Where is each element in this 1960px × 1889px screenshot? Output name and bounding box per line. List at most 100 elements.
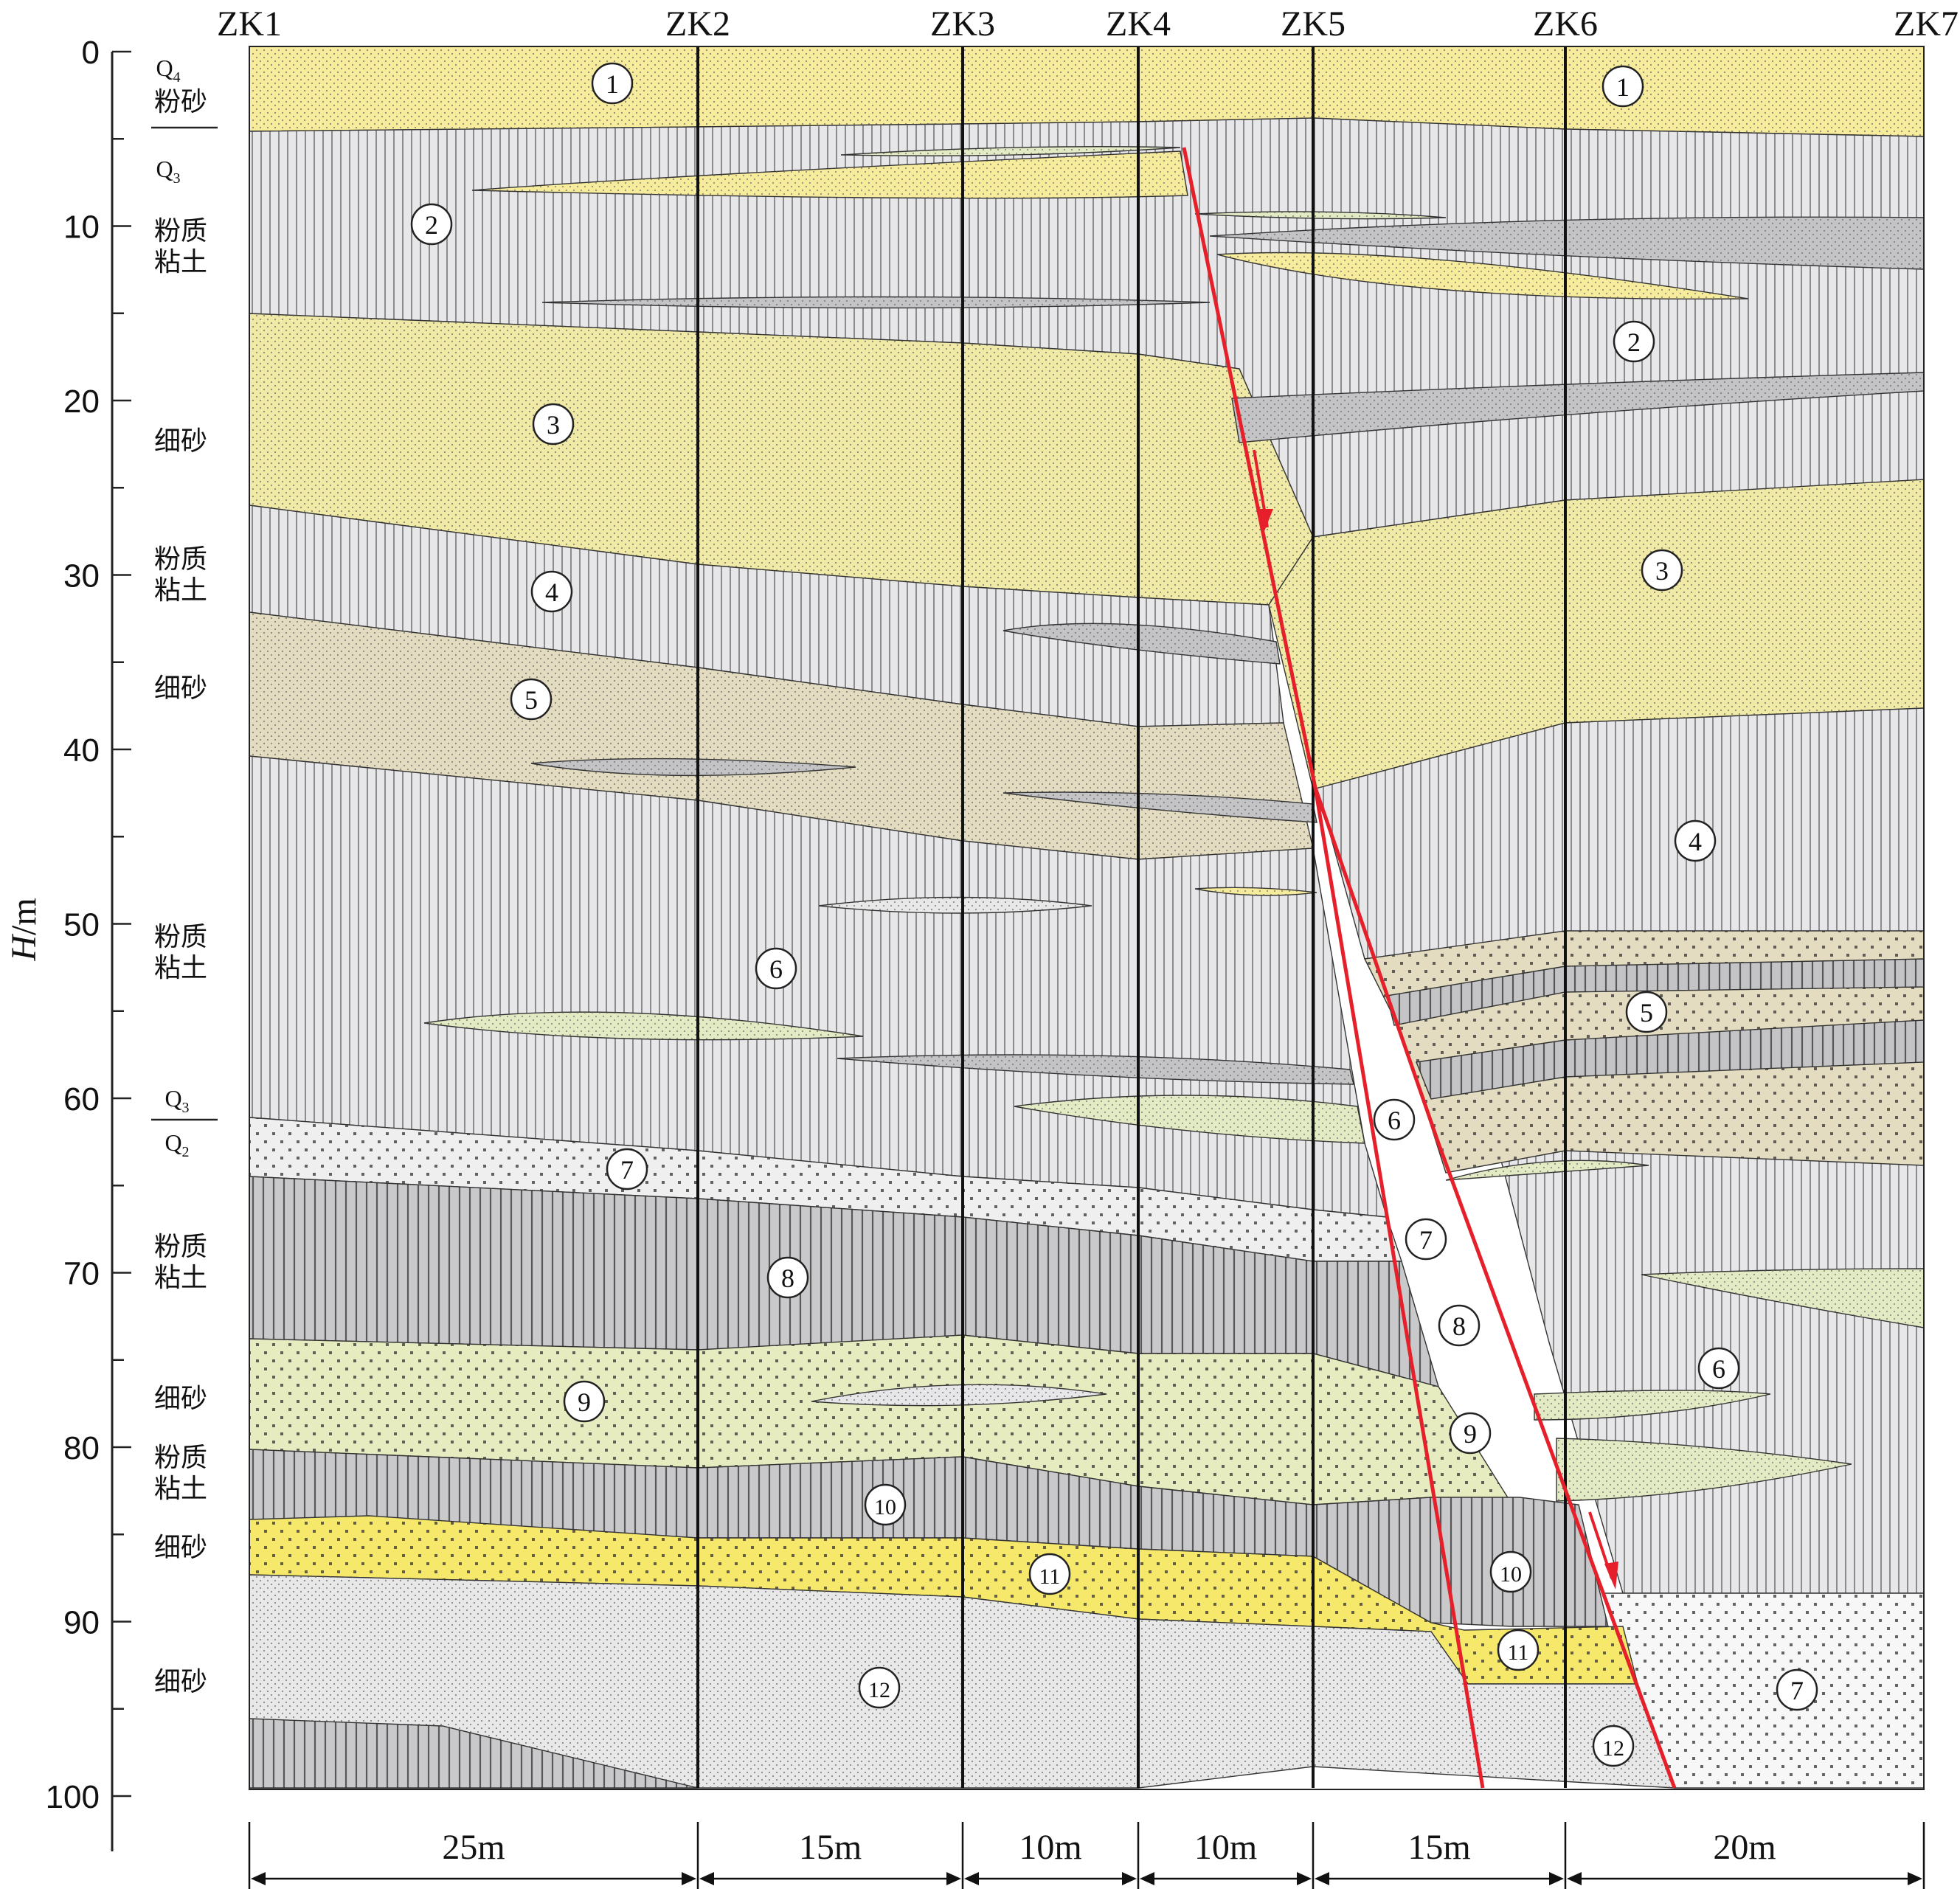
svg-text:2: 2: [1627, 327, 1641, 357]
layer-marker-12: 12: [858, 1666, 901, 1709]
spacing-4: 10m: [1140, 1828, 1312, 1885]
svg-text:8: 8: [781, 1264, 794, 1293]
lens-gray-zk2-lower: [530, 758, 856, 777]
svg-text:1: 1: [606, 69, 619, 99]
lens-clay-zk3: [811, 1384, 1107, 1407]
layer-7-sand-right: [1604, 1592, 1925, 1789]
legend-silt-sand: 粉砂: [154, 87, 207, 117]
svg-text:10: 10: [1500, 1562, 1522, 1587]
depth-tick-label: 20: [63, 384, 100, 420]
spacing-2: 15m: [699, 1828, 961, 1885]
strata-legend-column: Q4 粉砂 Q3 粉质 粘土 细砂 粉质 粘土 细砂 粉质 粘土 Q3 Q2 粉…: [151, 55, 218, 1697]
legend-sand-3: 细砂: [154, 426, 207, 457]
layer-marker-4: 4: [530, 570, 573, 613]
lens-gray-zk3: [1002, 791, 1317, 823]
svg-text:6: 6: [1388, 1106, 1401, 1135]
borehole-name-zk1: ZK1: [217, 4, 282, 44]
layer-marker-10: 10: [864, 1483, 907, 1526]
svg-text:4: 4: [1689, 827, 1702, 856]
depth-tick-label: 50: [63, 907, 100, 943]
layer-marker-5: 5: [1625, 991, 1668, 1033]
fault-arrowhead-lower: [1604, 1562, 1618, 1590]
lens-yellow-zk4: [1194, 887, 1317, 896]
svg-text:1: 1: [1616, 72, 1630, 102]
svg-text:6: 6: [769, 954, 783, 984]
svg-text:12: 12: [868, 1678, 890, 1702]
svg-text:7: 7: [1790, 1676, 1804, 1705]
depth-tick-label: 100: [46, 1779, 100, 1815]
layer-marker-1: 1: [591, 62, 634, 105]
svg-text:3: 3: [547, 410, 560, 440]
svg-text:5: 5: [524, 685, 538, 715]
spacing-1: 25m: [251, 1828, 696, 1885]
layer-marker-5: 5: [510, 678, 553, 721]
svg-text:2: 2: [425, 210, 438, 240]
lens-green-zk3: [1014, 1095, 1365, 1144]
svg-text:10: 10: [874, 1495, 896, 1519]
layer-marker-8: 8: [766, 1256, 809, 1299]
legend-sand-11: 细砂: [154, 1533, 207, 1563]
spacing-5: 15m: [1315, 1828, 1564, 1885]
svg-text:7: 7: [620, 1155, 634, 1185]
layer-marker-9: 9: [1449, 1412, 1492, 1455]
borehole-name-zk3: ZK3: [930, 4, 995, 44]
layer-marker-1: 1: [1601, 65, 1644, 108]
lens-gray-zk2-mid: [837, 1054, 1354, 1085]
depth-tick-label: 10: [63, 209, 100, 246]
lens-gray-zk4: [1002, 623, 1281, 665]
borehole-name-zk6: ZK6: [1533, 4, 1598, 44]
legend-clay-6-line2: 粘土: [154, 953, 207, 983]
lens-green-zk6: [1445, 1160, 1649, 1181]
fault-arrowhead-upper: [1260, 509, 1273, 535]
lens-green-zk1: [423, 1011, 864, 1041]
svg-text:5: 5: [1640, 998, 1653, 1027]
depth-tick-label: 40: [63, 732, 100, 769]
layer-marker-11: 11: [1497, 1629, 1540, 1671]
spacing-label: 15m: [1407, 1828, 1470, 1867]
legend-clay-4-line2: 粘土: [154, 575, 207, 606]
borehole-name-zk4: ZK4: [1106, 4, 1171, 44]
svg-text:3: 3: [1655, 556, 1669, 586]
lens-gray-zk2: [541, 296, 1211, 309]
depth-tick-label: 90: [63, 1605, 100, 1641]
fault-branch: [1313, 787, 1677, 1789]
svg-text:9: 9: [1464, 1419, 1477, 1449]
layer-marker-7: 7: [1405, 1218, 1447, 1261]
legend-clay-10-line1: 粉质: [154, 1443, 207, 1473]
layer-marker-4: 4: [1674, 819, 1717, 862]
layer-3-fine-sand-left: [249, 313, 1314, 606]
age-q2: Q2: [165, 1129, 189, 1160]
svg-text:8: 8: [1452, 1311, 1466, 1341]
depth-tick-label: 30: [63, 558, 100, 595]
spacing-label: 10m: [1194, 1828, 1257, 1867]
lens-green-upper: [840, 146, 1181, 156]
lens-light-zk3: [818, 896, 1092, 914]
legend-sand-12: 细砂: [154, 1667, 207, 1697]
layer-marker-11: 11: [1028, 1553, 1071, 1595]
legend-clay-10-line2: 粘土: [154, 1474, 207, 1504]
age-q4: Q4: [156, 55, 180, 86]
layer-marker-7: 7: [606, 1148, 648, 1190]
spacing-3: 10m: [964, 1828, 1137, 1885]
borehole-spacing-dimensions: 25m 15m 10m 10m 15m 20m: [248, 1822, 1925, 1889]
sand-lenses: [423, 146, 1925, 1502]
legend-clay-8-line1: 粉质: [154, 1232, 207, 1262]
layer-marker-9: 9: [563, 1380, 606, 1423]
legend-clay-6-line1: 粉质: [154, 922, 207, 952]
layer-marker-3: 3: [532, 403, 575, 446]
svg-text:4: 4: [545, 578, 558, 607]
age-q3: Q3: [156, 156, 180, 187]
svg-text:11: 11: [1039, 1564, 1061, 1589]
spacing-label: 25m: [442, 1828, 505, 1867]
lens-green-zk6-low: [1556, 1438, 1852, 1502]
svg-text:7: 7: [1419, 1225, 1433, 1255]
depth-axis-label: H/m: [4, 898, 44, 961]
depth-axis: 0 10 20 30 40 50 60 70 80 90 100 H/m: [4, 35, 131, 1851]
layer-marker-3: 3: [1641, 549, 1683, 592]
lens-yellow-upper: [471, 150, 1188, 199]
depth-ticks: 0 10 20 30 40 50 60 70 80 90 100: [46, 35, 131, 1815]
section-frame: [249, 46, 1925, 1790]
spacing-label: 10m: [1019, 1828, 1081, 1867]
